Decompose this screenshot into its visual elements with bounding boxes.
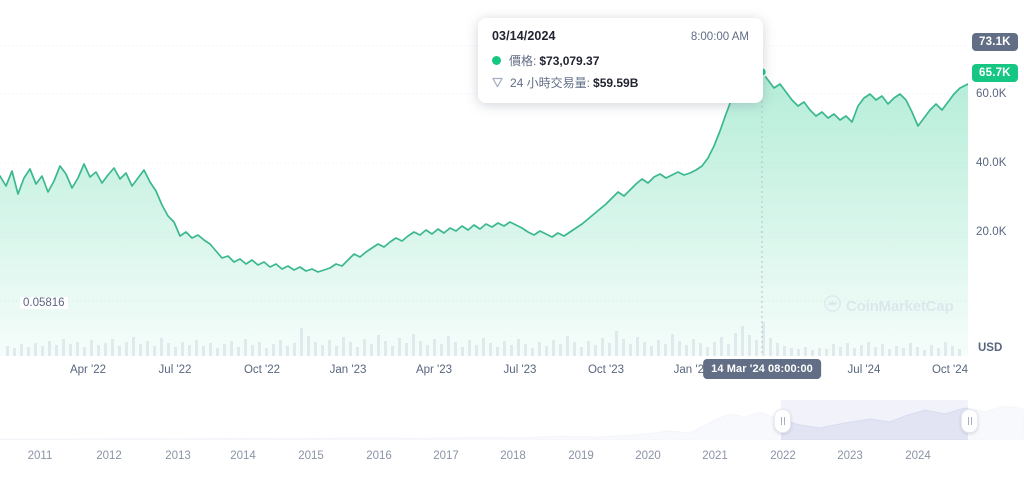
x-axis-tick: Apr '22 (69, 364, 107, 376)
navigator-tick: 2013 (165, 450, 191, 462)
navigator-tick: 2012 (96, 450, 122, 462)
price-series-dot-icon (492, 56, 501, 65)
tooltip-price-value: $73,079.37 (539, 53, 600, 68)
navigator-mask-left[interactable] (0, 400, 781, 440)
x-axis-tick: Apr '23 (415, 364, 453, 376)
x-axis-tick: Jan '23 (329, 364, 367, 376)
chart-tooltip: 03/14/2024 8:00:00 AM 價格: $73,079.37 24 … (478, 18, 763, 103)
tooltip-date: 03/14/2024 (492, 29, 556, 43)
tooltip-price-row: 價格: $73,079.37 (492, 52, 749, 69)
last-price-badge: 65.7K (972, 64, 1018, 82)
navigator-tick: 2015 (298, 450, 324, 462)
navigator-handle-left[interactable] (774, 409, 791, 433)
navigator-handle-right[interactable] (961, 409, 978, 433)
tooltip-price-label: 價格: (509, 54, 537, 68)
tooltip-volume-row: 24 小時交易量: $59.59B (492, 74, 749, 91)
y-axis-min-label: 0.05816 (20, 297, 68, 309)
tooltip-volume-label: 24 小時交易量: (510, 76, 591, 90)
navigator-tick: 2021 (702, 450, 728, 462)
navigator-tick: 2023 (837, 450, 863, 462)
price-line-chart (0, 26, 968, 356)
x-axis-tick: Oct '23 (587, 364, 625, 376)
y-axis-tick: 40.0K (976, 157, 1007, 169)
navigator-selection[interactable] (781, 400, 968, 440)
navigator-overview (0, 400, 1024, 441)
tooltip-volume-value: $59.59B (593, 75, 639, 90)
x-axis-tick: Oct '24 (931, 364, 969, 376)
navigator-tick: 2019 (568, 450, 594, 462)
navigator-tick: 2011 (27, 450, 53, 462)
crosshair-date-label: 14 Mar '24 08:00:00 (703, 359, 821, 379)
navigator-tick: 2022 (770, 450, 796, 462)
navigator-tick: 2020 (635, 450, 661, 462)
x-axis-tick: Jul '23 (503, 364, 537, 376)
chart-navigator[interactable] (0, 400, 1024, 441)
coinmarketcap-logo-icon (824, 295, 841, 317)
y-axis: 73.1K 65.7K 60.0K 40.0K 20.0K USD (968, 26, 1024, 356)
navigator-tick: 2018 (500, 450, 526, 462)
x-axis-tick: Oct '22 (243, 364, 281, 376)
navigator-tick: 2017 (433, 450, 459, 462)
y-axis-unit-label: USD (978, 342, 1003, 354)
navigator-tick: 2014 (230, 450, 256, 462)
grip-icon (780, 417, 785, 425)
price-line (0, 71, 968, 273)
y-axis-tick: 20.0K (976, 226, 1007, 238)
x-axis-tick: Jan '24 (673, 364, 711, 376)
price-area-fill (0, 72, 968, 356)
navigator-tick: 2024 (905, 450, 931, 462)
navigator-tick: 2016 (366, 450, 392, 462)
x-axis-tick: Jul '22 (158, 364, 192, 376)
y-axis-tick: 60.0K (976, 88, 1007, 100)
coinmarketcap-watermark: CoinMarketCap (824, 295, 954, 317)
crosshair-price-badge: 73.1K (972, 33, 1018, 51)
x-axis: Apr '22 Jul '22 Oct '22 Jan '23 Apr '23 … (0, 356, 968, 386)
tooltip-header: 03/14/2024 8:00:00 AM (492, 29, 749, 43)
tooltip-time: 8:00:00 AM (690, 31, 749, 43)
main-plot-area[interactable] (0, 26, 968, 356)
x-axis-tick: Jul '24 (847, 364, 881, 376)
grip-icon (967, 417, 972, 425)
shield-icon (492, 77, 503, 88)
navigator-axis: 2011 2012 2013 2014 2015 2016 2017 2018 … (0, 440, 1024, 477)
watermark-text: CoinMarketCap (846, 297, 954, 315)
